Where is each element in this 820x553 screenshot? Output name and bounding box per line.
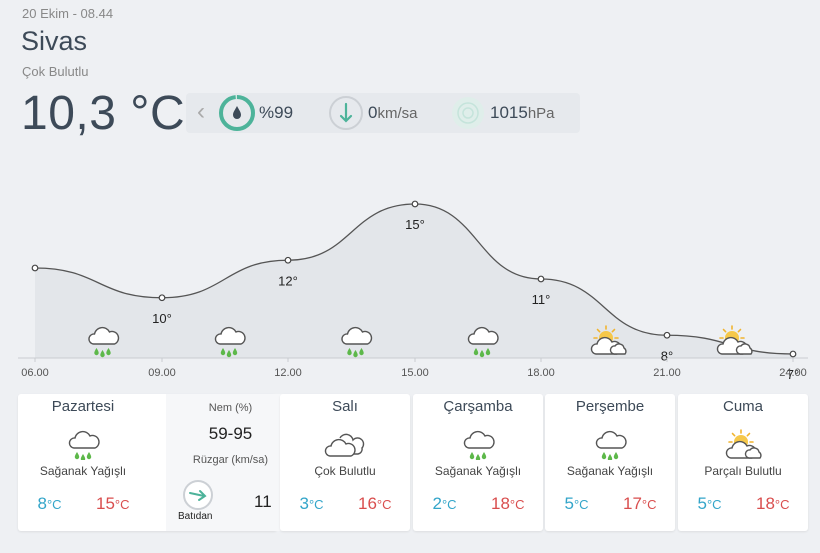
temp-label: 11° (532, 292, 551, 307)
rain-cloud-icon (341, 326, 373, 358)
day-high: 18°C (491, 494, 525, 513)
humidity-stat: %99 (218, 93, 293, 133)
day-card-1[interactable]: Salı Çok Bulutlu 3°C 16°C (280, 394, 410, 531)
temp-label: 10° (152, 311, 172, 326)
day-card-0[interactable]: Pazartesi Sağanak Yağışlı 8°C 15°C Nem (… (18, 394, 295, 531)
day-condition: Sağanak Yağışlı (566, 464, 654, 478)
day-icon (595, 430, 627, 460)
day-condition: Parçalı Bulutlu (704, 464, 782, 478)
rain-cloud-icon (595, 430, 627, 460)
date-label: 20 Ekim - 08.44 (22, 6, 114, 21)
rain-cloud-icon (214, 326, 246, 358)
partly-cloudy-icon (716, 325, 753, 355)
day-icon (324, 433, 365, 457)
time-label: 21.00 (653, 367, 681, 379)
wind-unit: km/sa (377, 104, 418, 122)
humidity-value: %99 (259, 103, 294, 122)
wind-label: Rüzgar (km/sa) (192, 454, 269, 466)
temperature-area (35, 204, 793, 358)
weather-description: Çok Bulutlu (22, 64, 89, 79)
stats-bar: ‹ %99 0 km/sa 1015 hPa (186, 93, 580, 133)
day-card-4[interactable]: Cuma Parçalı Bulutlu 5°C 18°C (678, 394, 808, 531)
pressure-value: 1015 (490, 103, 528, 122)
wind-value: 0 (368, 103, 378, 122)
temp-point (411, 200, 419, 208)
temp-point (663, 331, 671, 339)
pressure-stat: 1015 hPa (449, 93, 555, 133)
day-low: 8°C (37, 494, 62, 513)
day-name: Cuma (722, 398, 763, 415)
day-name: Perşembe (575, 398, 645, 415)
day-icon (725, 429, 762, 459)
hourly-temperature-chart: 06.00 10° 09.00 12° 12.00 15° 15.00 11° 18.00 8° 2… (18, 200, 808, 382)
day-icon (68, 430, 100, 460)
rain-cloud-icon (467, 326, 499, 358)
day-low: 2°C (432, 494, 457, 513)
temp-label: 12° (278, 273, 298, 288)
day-name: Pazartesi (51, 398, 115, 415)
day-low: 3°C (299, 494, 324, 513)
time-label: 06.00 (21, 367, 49, 379)
wind-speed: 11 (254, 492, 272, 511)
time-label: 18.00 (527, 367, 555, 379)
day-card-3[interactable]: Perşembe Sağanak Yağışlı 5°C 17°C (545, 394, 675, 531)
current-temperature: 10,3 °C (21, 87, 186, 140)
partly-cloudy-icon (725, 429, 762, 459)
day-condition: Sağanak Yağışlı (434, 464, 522, 478)
pressure-icon (452, 97, 484, 129)
humidity-icon (219, 95, 255, 131)
wind-direction: Batıdan (178, 511, 213, 522)
temp-point (158, 294, 166, 302)
day-name: Çarşamba (443, 398, 513, 415)
rain-cloud-icon (463, 430, 495, 460)
wind-arrow-icon (329, 96, 363, 130)
temp-label: 8° (661, 348, 673, 363)
temp-point (31, 264, 39, 272)
day-high: 16°C (358, 494, 392, 513)
day-low: 5°C (564, 494, 589, 513)
day-condition: Sağanak Yağışlı (39, 464, 127, 478)
day-high: 17°C (623, 494, 657, 513)
day-icon (463, 430, 495, 460)
day-name: Salı (332, 398, 358, 415)
day-high: 18°C (756, 494, 790, 513)
cloud-icon (324, 433, 365, 457)
monday-detail-panel: Nem (%) 59-95 Rüzgar (km/sa) Batıdan 11 (166, 394, 295, 531)
day-card-2[interactable]: Çarşamba Sağanak Yağışlı 2°C 18°C (413, 394, 543, 531)
humidity-label: Nem (%) (208, 402, 253, 414)
day-condition: Çok Bulutlu (314, 464, 376, 478)
temp-label: 7° (787, 367, 799, 382)
wind-direction-icon (183, 480, 213, 510)
temp-point (537, 275, 545, 283)
temp-point (284, 256, 292, 264)
rain-cloud-icon (68, 430, 100, 460)
time-label: 24.00 (779, 367, 807, 379)
time-label: 12.00 (274, 367, 302, 379)
city-name: Sivas (21, 26, 88, 56)
temp-point (789, 350, 797, 358)
temp-label: 15° (405, 217, 425, 232)
chevron-left-icon[interactable]: ‹ (197, 98, 205, 125)
partly-cloudy-icon (590, 325, 627, 355)
humidity-range: 59-95 (208, 424, 253, 443)
time-label: 15.00 (401, 367, 429, 379)
day-low: 5°C (697, 494, 722, 513)
rain-cloud-icon (88, 326, 120, 358)
time-label: 09.00 (148, 367, 176, 379)
day-high: 15°C (96, 494, 130, 513)
pressure-unit: hPa (527, 104, 555, 122)
wind-stat: 0 km/sa (327, 93, 417, 133)
